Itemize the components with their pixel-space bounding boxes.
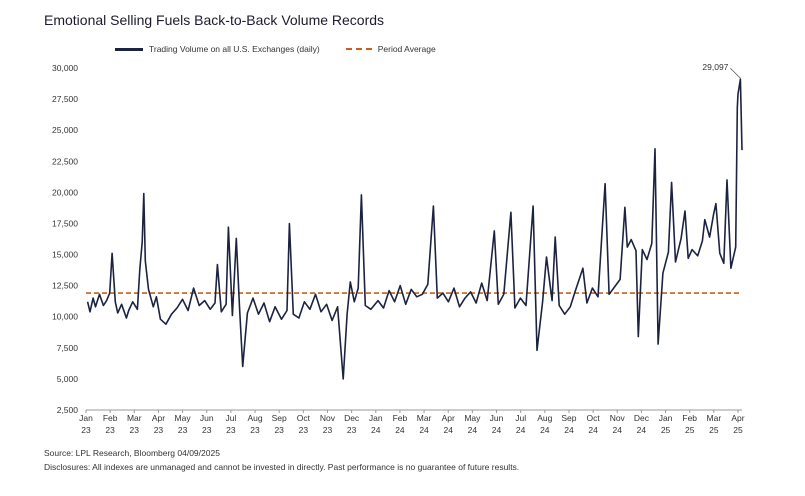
y-tick-label: 12,500	[52, 281, 78, 291]
y-tick-label: 17,500	[52, 218, 78, 228]
legend-label-volume: Trading Volume on all U.S. Exchanges (da…	[149, 44, 320, 54]
x-tick-label-year: 25	[709, 425, 719, 435]
x-tick-label-year: 23	[323, 425, 333, 435]
y-tick-label: 10,000	[52, 312, 78, 322]
x-tick-label-year: 25	[685, 425, 695, 435]
x-tick-label-month: Apr	[442, 413, 455, 423]
x-tick-label-year: 23	[250, 425, 260, 435]
x-tick-label-month: Oct	[297, 413, 311, 423]
x-tick-label-year: 24	[443, 425, 453, 435]
x-tick-label-month: Feb	[682, 413, 697, 423]
series-line-trading-volume	[86, 78, 743, 380]
x-tick-label-month: Mar	[417, 413, 432, 423]
x-tick-label-month: Dec	[344, 413, 360, 423]
x-tick-label-year: 25	[733, 425, 743, 435]
x-tick-label-year: 24	[564, 425, 574, 435]
x-tick-label-year: 23	[202, 425, 212, 435]
y-tick-label: 27,500	[52, 94, 78, 104]
x-tick-label-month: Jul	[225, 413, 236, 423]
x-tick-label-month: Oct	[586, 413, 600, 423]
y-tick-label: 2,500	[57, 405, 79, 415]
y-tick-label: 5,000	[57, 374, 79, 384]
x-tick-label-month: Sep	[272, 413, 287, 423]
legend-item-average: Period Average	[345, 44, 436, 54]
x-tick-label-month: Feb	[393, 413, 408, 423]
x-tick-label-year: 23	[130, 425, 140, 435]
x-tick-label-year: 23	[274, 425, 284, 435]
x-tick-label-year: 25	[661, 425, 671, 435]
x-tick-label-month: Aug	[247, 413, 262, 423]
y-tick-label: 22,500	[52, 156, 78, 166]
x-tick-label-year: 24	[395, 425, 405, 435]
x-tick-label-month: Sep	[561, 413, 576, 423]
legend-item-volume: Trading Volume on all U.S. Exchanges (da…	[115, 44, 320, 54]
x-tick-label-year: 23	[299, 425, 309, 435]
x-tick-label-year: 24	[419, 425, 429, 435]
x-tick-label-month: Jan	[659, 413, 673, 423]
x-tick-label-year: 23	[154, 425, 164, 435]
x-tick-label-month: Jan	[79, 413, 93, 423]
x-tick-label-month: May	[464, 413, 481, 423]
x-tick-label-year: 23	[347, 425, 357, 435]
x-tick-label-year: 24	[492, 425, 502, 435]
y-tick-label: 7,500	[57, 343, 79, 353]
x-tick-label-year: 24	[516, 425, 526, 435]
x-tick-label-year: 24	[588, 425, 598, 435]
x-tick-label-month: Mar	[707, 413, 722, 423]
x-tick-label-month: Nov	[610, 413, 626, 423]
x-tick-label-year: 23	[178, 425, 188, 435]
x-tick-label-year: 23	[226, 425, 236, 435]
x-tick-label-month: Aug	[537, 413, 552, 423]
x-tick-label-month: May	[175, 413, 192, 423]
x-tick-label-year: 24	[468, 425, 478, 435]
x-tick-label-month: Jun	[490, 413, 504, 423]
legend-swatch-volume	[115, 47, 143, 51]
x-tick-label-month: Mar	[127, 413, 142, 423]
chart-title: Emotional Selling Fuels Back-to-Back Vol…	[44, 12, 385, 28]
x-tick-label-month: Apr	[731, 413, 744, 423]
y-tick-label: 25,000	[52, 125, 78, 135]
disclosure-note: Disclosures: All indexes are unmanaged a…	[44, 462, 520, 472]
x-tick-label-month: Jan	[369, 413, 383, 423]
x-tick-label-year: 23	[81, 425, 91, 435]
x-tick-label-month: Dec	[634, 413, 650, 423]
callout-leader-line	[730, 67, 741, 79]
x-tick-label-month: Feb	[103, 413, 118, 423]
x-tick-label-year: 23	[105, 425, 115, 435]
source-note: Source: LPL Research, Bloomberg 04/09/20…	[44, 448, 220, 458]
x-tick-label-year: 24	[613, 425, 623, 435]
x-tick-label-month: Nov	[320, 413, 336, 423]
y-tick-label: 20,000	[52, 187, 78, 197]
x-tick-label-month: Jun	[200, 413, 214, 423]
legend-swatch-average	[345, 48, 372, 50]
x-tick-label-year: 24	[540, 425, 550, 435]
x-tick-label-month: Apr	[152, 413, 165, 423]
x-tick-label-month: Jul	[515, 413, 526, 423]
legend: Trading Volume on all U.S. Exchanges (da…	[115, 44, 462, 54]
y-tick-label: 30,000	[52, 63, 78, 73]
x-tick-label-year: 24	[371, 425, 381, 435]
legend-label-average: Period Average	[377, 44, 436, 54]
x-tick-label-year: 24	[637, 425, 647, 435]
callout-label: 29,097	[702, 62, 728, 72]
y-tick-label: 15,000	[52, 250, 78, 260]
